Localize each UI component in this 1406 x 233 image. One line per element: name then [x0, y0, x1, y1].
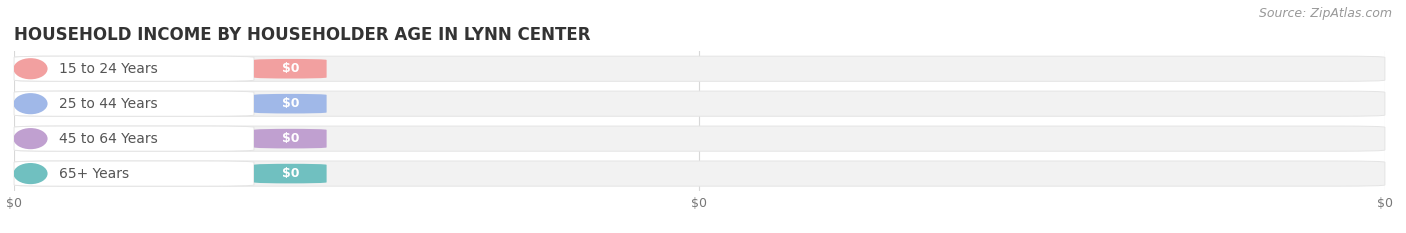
- FancyBboxPatch shape: [254, 59, 326, 79]
- Ellipse shape: [14, 163, 48, 184]
- FancyBboxPatch shape: [14, 91, 1385, 116]
- Ellipse shape: [14, 128, 48, 149]
- Text: $0: $0: [281, 132, 299, 145]
- Text: $0: $0: [281, 62, 299, 75]
- Ellipse shape: [14, 58, 48, 79]
- FancyBboxPatch shape: [14, 126, 1385, 151]
- Ellipse shape: [14, 93, 48, 114]
- Text: Source: ZipAtlas.com: Source: ZipAtlas.com: [1258, 7, 1392, 20]
- FancyBboxPatch shape: [14, 91, 254, 116]
- FancyBboxPatch shape: [254, 94, 326, 113]
- FancyBboxPatch shape: [14, 56, 254, 81]
- FancyBboxPatch shape: [254, 129, 326, 148]
- Text: $0: $0: [281, 97, 299, 110]
- Text: $0: $0: [281, 167, 299, 180]
- Text: HOUSEHOLD INCOME BY HOUSEHOLDER AGE IN LYNN CENTER: HOUSEHOLD INCOME BY HOUSEHOLDER AGE IN L…: [14, 26, 591, 44]
- Text: 25 to 44 Years: 25 to 44 Years: [59, 97, 157, 111]
- FancyBboxPatch shape: [14, 56, 1385, 81]
- FancyBboxPatch shape: [14, 126, 254, 151]
- FancyBboxPatch shape: [14, 161, 1385, 186]
- Text: 65+ Years: 65+ Years: [59, 167, 129, 181]
- Text: 15 to 24 Years: 15 to 24 Years: [59, 62, 157, 76]
- FancyBboxPatch shape: [14, 161, 254, 186]
- FancyBboxPatch shape: [254, 164, 326, 183]
- Text: 45 to 64 Years: 45 to 64 Years: [59, 132, 157, 146]
